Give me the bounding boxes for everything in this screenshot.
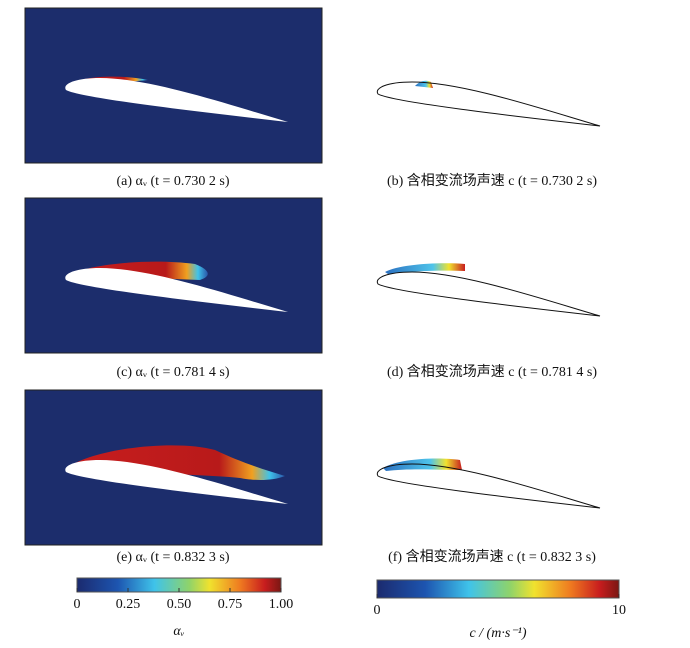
caption: (a) αᵥ (t = 0.730 2 s) <box>116 174 229 189</box>
caption: (b) 含相变流场声速 c (t = 0.730 2 s) <box>387 173 597 189</box>
hydrofoil-outline <box>376 271 601 317</box>
colorbar-tick-label: 0 <box>374 603 381 618</box>
colorbar <box>376 579 620 599</box>
colorbar-tick-label: 10 <box>612 603 626 618</box>
colorbar-label: αᵥ <box>173 624 184 639</box>
colorbar-label: c / (m·s⁻¹) <box>469 626 526 641</box>
caption: (e) αᵥ (t = 0.832 3 s) <box>116 550 229 565</box>
panels <box>24 7 601 546</box>
hydrofoil-outline <box>376 81 601 127</box>
hydrofoil-outline <box>376 463 601 509</box>
caption: (d) 含相变流场声速 c (t = 0.781 4 s) <box>387 364 597 380</box>
colorbar-tick-label: 0.50 <box>167 597 192 612</box>
colorbar-tick-label: 0 <box>74 597 81 612</box>
colorbar-tick-label: 0.75 <box>218 597 243 612</box>
caption: (f) 含相变流场声速 c (t = 0.832 3 s) <box>388 549 596 565</box>
sound-speed-region <box>385 263 465 274</box>
caption: (c) αᵥ (t = 0.781 4 s) <box>116 365 229 380</box>
colorbar-tick-label: 1.00 <box>269 597 294 612</box>
colorbar-tick-label: 0.25 <box>116 597 141 612</box>
